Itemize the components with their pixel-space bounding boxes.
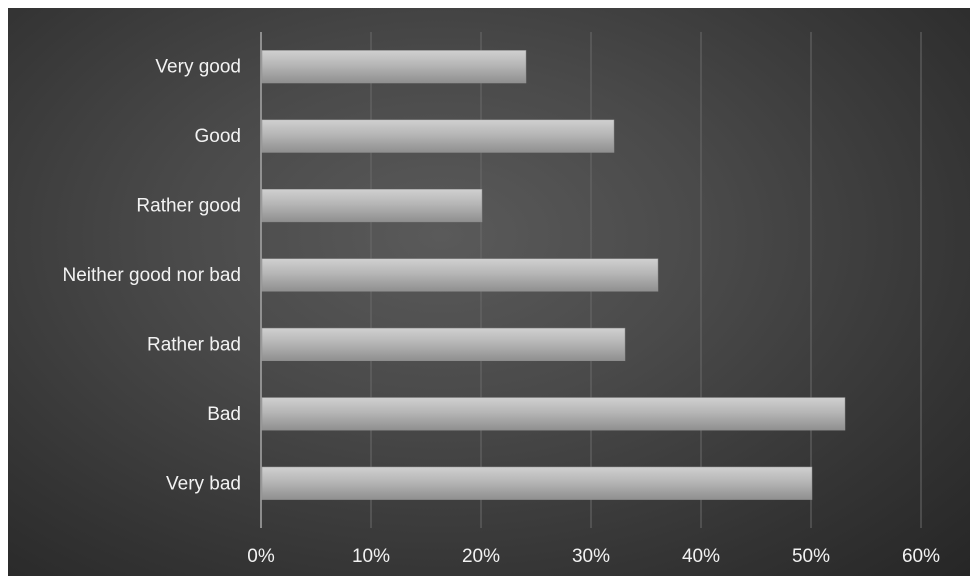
category-label: Rather bad: [147, 334, 241, 355]
x-tick-labels: 0% 10% 20% 30% 40% 50% 60%: [247, 546, 940, 567]
category-label: Very good: [155, 57, 241, 78]
category-label: Neither good nor bad: [62, 265, 241, 286]
x-tick-label: 60%: [902, 546, 940, 567]
bars: [261, 50, 846, 500]
bar: [261, 327, 626, 361]
bar: [261, 119, 615, 153]
category-label: Bad: [207, 404, 241, 425]
category-label: Very bad: [166, 473, 241, 494]
bar: [261, 466, 813, 500]
x-tick-label: 20%: [462, 546, 500, 567]
x-tick-label: 50%: [792, 546, 830, 567]
bar: [261, 50, 527, 84]
x-tick-label: 0%: [247, 546, 275, 567]
category-label: Good: [195, 126, 241, 147]
category-label: Rather good: [136, 196, 241, 217]
bar: [261, 258, 659, 292]
chart-background: Very good Good Rather good Neither good nor…: [8, 8, 970, 576]
bar-chart: Very good Good Rather good Neither good nor…: [62, 32, 940, 567]
x-tick-label: 40%: [682, 546, 720, 567]
bar: [261, 189, 483, 223]
x-tick-label: 10%: [352, 546, 390, 567]
bar: [261, 397, 846, 431]
x-tick-label: 30%: [572, 546, 610, 567]
category-labels: Very good Good Rather good Neither good nor…: [62, 57, 241, 495]
